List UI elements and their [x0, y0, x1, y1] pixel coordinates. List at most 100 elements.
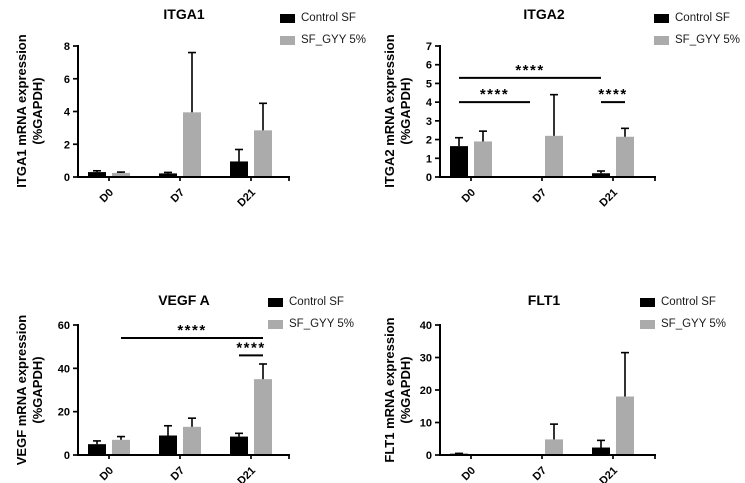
legend-item-control-sf: Control SF — [268, 296, 354, 308]
bar-D21-0 — [592, 173, 610, 177]
y-axis-label-line2: (%GAPDH) — [30, 77, 45, 145]
x-category-label: D7 — [531, 465, 549, 483]
legend-label-sf-gyy: SF_GYY 5% — [675, 34, 740, 46]
legend-label-sf-gyy: SF_GYY 5% — [661, 318, 726, 330]
legend-swatch-control-sf — [280, 13, 295, 23]
y-tick-label: 20 — [58, 407, 70, 419]
x-ticks: D0 D7 D21 — [460, 177, 656, 210]
x-category-label: D0 — [98, 465, 116, 483]
y-tick-label: 5 — [426, 78, 432, 90]
significance-stars: **** — [236, 339, 265, 356]
x-ticks: D0 D7 D21 — [98, 455, 290, 483]
bar-D0-1 — [112, 439, 130, 455]
y-ticks: 0 1 2 3 4 5 6 7 — [426, 41, 440, 184]
bar-D7-1 — [545, 439, 563, 455]
bars — [450, 135, 634, 177]
y-axis-label-vegfa: VEGF mRNA expression (%GAPDH) — [13, 295, 47, 483]
x-category-label: D0 — [98, 187, 116, 205]
error-bars — [93, 51, 267, 174]
legend-swatch-sf-gyy — [280, 35, 295, 45]
y-tick-label: 0 — [64, 450, 70, 462]
bar-D0-1 — [112, 172, 130, 177]
y-tick-label: 6 — [64, 74, 70, 86]
y-axis-label-line1: ITGA2 mRNA expression — [382, 34, 397, 188]
y-ticks: 0 2 4 6 8 — [64, 41, 78, 184]
chart-title-itga2: ITGA2 — [523, 6, 565, 22]
y-tick-label: 40 — [58, 363, 70, 375]
y-axis-label-itga2: ITGA2 mRNA expression (%GAPDH) — [381, 16, 415, 206]
bars — [88, 112, 272, 177]
legend-item-control-sf: Control SF — [640, 296, 726, 308]
legend-label-sf-gyy: SF_GYY 5% — [289, 318, 354, 330]
bar-D0-0 — [88, 172, 106, 177]
legend-swatch-sf-gyy — [640, 319, 655, 329]
y-axis-label-line2: (%GAPDH) — [30, 356, 45, 424]
x-category-label: D21 — [597, 187, 620, 210]
y-axis-label-flt1: FLT1 mRNA expression (%GAPDH) — [381, 295, 415, 483]
x-ticks: D0 D7 D21 — [98, 177, 290, 210]
y-axis-label-itga1: ITGA1 mRNA expression (%GAPDH) — [13, 16, 47, 206]
significance-stars: **** — [177, 322, 206, 339]
bar-D0-0 — [450, 146, 468, 177]
y-axis-label-line1: FLT1 mRNA expression — [382, 317, 397, 463]
legend-swatch-sf-gyy — [268, 319, 283, 329]
y-tick-label: 30 — [420, 353, 432, 365]
y-tick-label: 0 — [426, 172, 432, 184]
x-ticks: D0 D7 D21 — [460, 455, 656, 483]
panel-itga2: 0 1 2 3 4 5 6 7 D0 D7 D21 **** **** **** ITGA2 ITGA2 … — [372, 0, 745, 240]
axes — [439, 45, 656, 178]
x-category-label: D7 — [169, 465, 187, 483]
y-ticks: 0 10 20 30 40 — [420, 320, 440, 462]
legend-item-sf-gyy: SF_GYY 5% — [268, 318, 354, 330]
y-tick-label: 0 — [64, 172, 70, 184]
bar-D21-0 — [230, 436, 248, 455]
legend-item-sf-gyy: SF_GYY 5% — [640, 318, 726, 330]
bar-D21-1 — [254, 130, 272, 177]
bar-D21-1 — [254, 379, 272, 455]
bar-D7-1 — [183, 112, 201, 177]
y-ticks: 0 20 40 60 — [58, 320, 78, 462]
bar-D0-0 — [88, 444, 106, 455]
x-category-label: D0 — [460, 465, 478, 483]
y-axis-label-line2: (%GAPDH) — [398, 356, 413, 424]
legend-swatch-control-sf — [268, 297, 283, 307]
error-bars — [455, 351, 629, 455]
legend: Control SF SF_GYY 5% — [280, 12, 366, 56]
chart-title-flt1: FLT1 — [527, 292, 561, 308]
y-tick-label: 6 — [426, 60, 432, 72]
y-tick-label: 1 — [426, 153, 432, 165]
legend-label-control-sf: Control SF — [675, 12, 730, 24]
vegfa-plot: 0 20 40 60 D0 D7 D21 **** **** — [58, 320, 290, 483]
bar-D7-0 — [159, 435, 177, 455]
legend: Control SF SF_GYY 5% — [268, 296, 354, 340]
itga1-plot: 0 2 4 6 8 D0 D7 D21 — [64, 41, 290, 210]
significance-stars: **** — [515, 62, 544, 79]
legend-item-control-sf: Control SF — [280, 12, 366, 24]
significance-markers: **** **** **** — [459, 62, 626, 104]
x-category-label: D0 — [460, 187, 478, 205]
y-tick-label: 2 — [426, 135, 432, 147]
y-tick-label: 3 — [426, 116, 432, 128]
legend: Control SF SF_GYY 5% — [654, 12, 740, 56]
y-tick-label: 0 — [426, 450, 432, 462]
panel-flt1: 0 10 20 30 40 D0 D7 D21 FLT1 FLT1 mRNA expressi… — [372, 240, 745, 483]
panel-itga1: 0 2 4 6 8 D0 D7 D21 ITGA1 ITGA1 mRNA expression… — [0, 0, 372, 240]
panel-vegfa: 0 20 40 60 D0 D7 D21 **** **** VEGF A VEGF mRNA … — [0, 240, 372, 483]
error-bars — [93, 363, 267, 445]
y-tick-label: 4 — [426, 97, 433, 109]
legend: Control SF SF_GYY 5% — [640, 296, 726, 340]
bar-D7-1 — [545, 135, 563, 177]
y-axis-label-line2: (%GAPDH) — [398, 77, 413, 145]
bar-D21-1 — [616, 136, 634, 177]
error-bars — [455, 93, 629, 174]
bars — [450, 396, 634, 456]
bar-D7-0 — [159, 173, 177, 177]
y-tick-label: 2 — [64, 139, 70, 151]
legend-label-control-sf: Control SF — [289, 296, 344, 308]
y-tick-label: 40 — [420, 320, 432, 332]
chart-title-vegfa: VEGF A — [158, 292, 210, 308]
chart-title-itga1: ITGA1 — [163, 6, 205, 22]
itga2-plot: 0 1 2 3 4 5 6 7 D0 D7 D21 **** **** **** — [426, 41, 656, 210]
x-category-label: D21 — [235, 187, 258, 210]
y-tick-label: 20 — [420, 385, 432, 397]
